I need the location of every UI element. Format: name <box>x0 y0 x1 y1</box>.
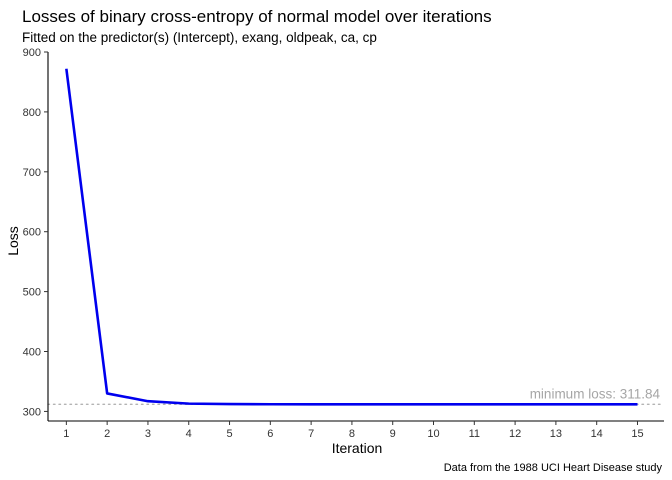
x-tick-label: 6 <box>267 428 273 440</box>
x-tick-label: 11 <box>469 428 480 440</box>
x-tick-label: 12 <box>509 428 521 440</box>
plot-area: minimum loss: 311.84 300 400 500 600 700 800 90… <box>23 47 665 440</box>
y-tick-label: 500 <box>23 287 41 299</box>
y-axis-title: Loss <box>5 226 21 256</box>
x-tick-label: 1 <box>63 428 69 440</box>
min-loss-annotation: minimum loss: 311.84 <box>530 386 661 401</box>
y-tick-label: 700 <box>23 167 41 179</box>
x-tick-label: 5 <box>226 428 232 440</box>
x-tick-label: 14 <box>591 428 603 440</box>
y-tick-label: 300 <box>23 406 41 418</box>
x-tick-label: 4 <box>186 428 192 440</box>
x-tick-label: 2 <box>104 428 110 440</box>
x-tick-label: 9 <box>390 428 396 440</box>
x-tick-label: 15 <box>631 428 643 440</box>
x-tick-label: 7 <box>308 428 314 440</box>
x-tick-label: 3 <box>145 428 151 440</box>
y-tick-label: 600 <box>23 227 41 239</box>
x-tick-label: 8 <box>349 428 355 440</box>
y-tick-label: 400 <box>23 347 41 359</box>
x-tick-label: 10 <box>427 428 439 440</box>
y-tick-label: 900 <box>23 47 41 59</box>
loss-series-line <box>65 68 638 406</box>
y-tick-label: 800 <box>23 107 41 119</box>
x-axis-title: Iteration <box>332 440 383 456</box>
chart-caption: Data from the 1988 UCI Heart Disease stu… <box>444 462 663 474</box>
x-tick-label: 13 <box>550 428 562 440</box>
chart-title: Losses of binary cross-entropy of normal… <box>22 7 492 26</box>
chart-subtitle: Fitted on the predictor(s) (Intercept), … <box>22 30 377 45</box>
